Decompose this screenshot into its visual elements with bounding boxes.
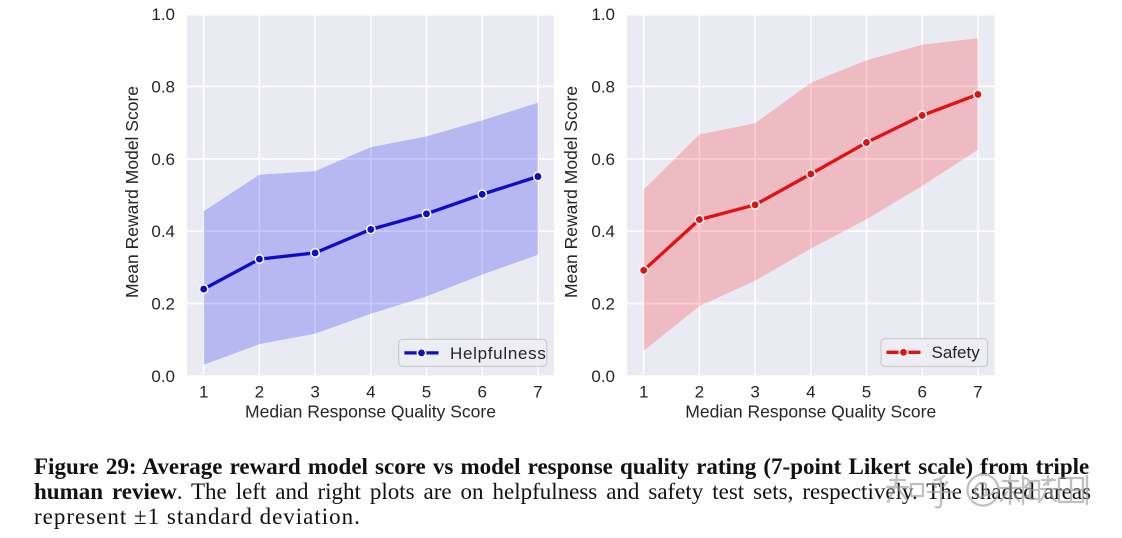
- svg-text:0.8: 0.8: [151, 77, 175, 96]
- svg-text:Median Response Quality Score: Median Response Quality Score: [245, 402, 496, 422]
- svg-text:5: 5: [862, 383, 871, 402]
- svg-text:0.0: 0.0: [591, 367, 615, 386]
- svg-text:Helpfulness: Helpfulness: [450, 344, 547, 363]
- svg-text:7: 7: [533, 383, 542, 402]
- svg-text:0.0: 0.0: [151, 367, 175, 386]
- svg-text:2: 2: [695, 383, 704, 402]
- svg-text:Median Response Quality Score: Median Response Quality Score: [685, 402, 936, 422]
- svg-text:6: 6: [477, 383, 486, 402]
- svg-text:Mean Reward Model Score: Mean Reward Model Score: [122, 86, 142, 298]
- svg-text:7: 7: [973, 383, 982, 402]
- svg-text:Mean Reward Model Score: Mean Reward Model Score: [561, 86, 581, 298]
- svg-text:1.0: 1.0: [591, 5, 615, 24]
- svg-text:2: 2: [255, 383, 264, 402]
- svg-text:0.6: 0.6: [591, 150, 615, 169]
- svg-text:0.4: 0.4: [591, 222, 615, 241]
- svg-text:0.2: 0.2: [151, 295, 175, 314]
- svg-text:0.2: 0.2: [591, 295, 615, 314]
- svg-text:1: 1: [199, 383, 208, 402]
- svg-text:0.4: 0.4: [151, 222, 175, 241]
- svg-text:1.0: 1.0: [151, 5, 175, 24]
- svg-text:3: 3: [310, 383, 319, 402]
- svg-text:Safety: Safety: [932, 343, 981, 362]
- svg-text:3: 3: [750, 383, 759, 402]
- svg-text:4: 4: [806, 383, 815, 402]
- svg-text:5: 5: [422, 383, 431, 402]
- svg-text:1: 1: [639, 383, 648, 402]
- svg-text:4: 4: [366, 383, 375, 402]
- svg-text:0.8: 0.8: [591, 77, 615, 96]
- svg-text:6: 6: [917, 383, 926, 402]
- svg-text:0.6: 0.6: [151, 150, 175, 169]
